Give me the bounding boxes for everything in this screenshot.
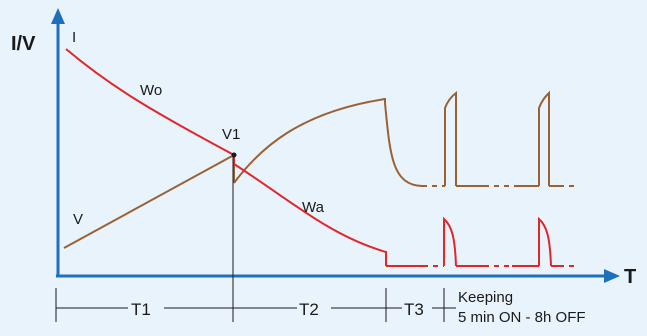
x-axis-label: T: [624, 266, 636, 288]
voltage-decay: [384, 102, 423, 187]
voltage-absorption: [233, 97, 386, 184]
current-pulse-1: [443, 216, 457, 267]
y-axis-arrow-icon: [51, 8, 65, 24]
voltage-curve: [63, 90, 578, 249]
current-curve: [65, 48, 578, 267]
current-label: I: [72, 29, 76, 46]
current-constant-phase: [65, 48, 235, 156]
current-tapering: [233, 155, 387, 266]
t2-label: T2: [299, 300, 319, 319]
wo-label: Wo: [140, 82, 162, 99]
keeping-schedule-label: 5 min ON - 8h OFF: [458, 309, 586, 326]
t3-label: T3: [404, 300, 424, 319]
v1-point: [231, 152, 237, 158]
current-pulse-2: [538, 216, 552, 267]
voltage-label: V: [73, 211, 83, 228]
x-axis-arrow-icon: [604, 269, 620, 283]
t1-label: T1: [131, 300, 151, 319]
keeping-label: Keeping: [458, 289, 513, 306]
wa-label: Wa: [302, 199, 325, 216]
voltage-pulse-1: [444, 90, 457, 186]
voltage-ramp: [63, 154, 235, 249]
y-axis-label: I/V: [11, 33, 36, 55]
axes: [51, 8, 620, 283]
voltage-pulse-2: [538, 90, 550, 186]
phase-timeline: [55, 288, 456, 322]
v1-label: V1: [222, 126, 240, 143]
